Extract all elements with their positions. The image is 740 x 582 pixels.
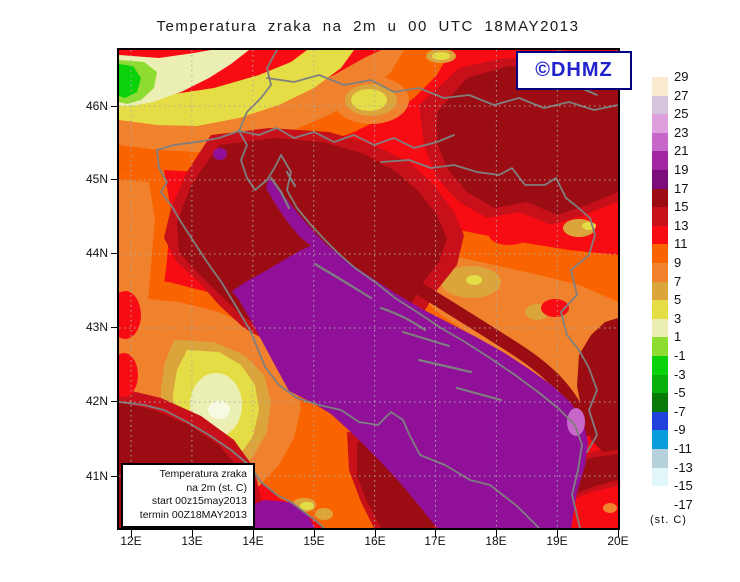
legend-color-swatch [652, 188, 668, 208]
lat-label: 41N [85, 469, 108, 483]
legend-tick-label: 11 [674, 236, 688, 252]
legend-tick-label: 3 [674, 310, 682, 326]
lon-label: 14E [242, 534, 264, 548]
lon-tick [314, 530, 315, 537]
legend-tick-label: -1 [674, 348, 686, 363]
lon-tick [496, 530, 497, 537]
legend-color-swatch [652, 300, 668, 319]
legend-color-swatch [652, 430, 668, 449]
lat-tick [111, 179, 118, 180]
lat-tick [111, 253, 118, 254]
legend-tick-label: -5 [674, 385, 686, 401]
lon-tick [375, 530, 376, 537]
lat-label: 42N [85, 394, 108, 408]
legend-color-swatch [652, 467, 668, 487]
lat-tick [111, 327, 118, 328]
dhmz-copyright-badge: ©DHMZ [516, 51, 632, 90]
lon-tick [131, 530, 132, 537]
info-line-start: start 00z15may2013 [151, 495, 247, 507]
legend-color-swatch [652, 393, 668, 412]
lon-label: 19E [546, 534, 568, 548]
lat-tick [111, 106, 118, 107]
lon-label: 16E [364, 534, 386, 548]
legend-tick-label: 21 [674, 143, 689, 159]
run-info-box: Temperatura zraka na 2m (st. C) start 00… [121, 463, 255, 528]
legend-tick-label: 1 [674, 329, 682, 345]
temperature-map [119, 50, 618, 528]
legend-tick-label: -13 [674, 459, 693, 475]
map-adriatic-purple [213, 148, 588, 528]
legend-tick-label: -15 [674, 478, 693, 494]
legend-color-swatch [652, 170, 668, 189]
legend-tick-label: 27 [674, 87, 689, 103]
lat-label: 45N [85, 172, 108, 186]
lon-label: 20E [607, 534, 629, 548]
lat-label: 46N [85, 99, 108, 113]
legend-color-swatch [652, 356, 668, 375]
legend-color-swatch [652, 77, 668, 96]
legend-color-swatch [652, 132, 668, 152]
legend-tick-label: 23 [674, 124, 689, 140]
legend-tick-label: -11 [674, 441, 692, 456]
legend-tick-label: 15 [674, 199, 689, 215]
lon-tick [557, 530, 558, 537]
legend-unit-label: (st. C) [650, 514, 687, 526]
info-line-level: na 2m (st. C) [186, 481, 247, 494]
legend-tick-label: -3 [674, 366, 686, 382]
legend-tick-label: 17 [674, 180, 689, 196]
legend-color-swatch [652, 207, 668, 226]
legend-tick-label: 5 [674, 292, 682, 308]
info-line-variable: Temperatura zraka [159, 468, 247, 480]
lon-label: 17E [424, 534, 446, 548]
page-title: Temperatura zraka na 2m u 00 UTC 18MAY20… [156, 18, 580, 35]
legend-color-swatch [652, 449, 668, 468]
legend-color-swatch [652, 337, 668, 356]
lon-label: 15E [303, 534, 325, 548]
lon-label: 12E [120, 534, 142, 548]
info-line-termin: termin 00Z18MAY2013 [139, 508, 247, 521]
legend-tick-label: -9 [674, 422, 686, 438]
lat-tick [111, 401, 118, 402]
map-corner-red [589, 494, 618, 528]
lon-label: 13E [181, 534, 203, 548]
legend-tick-label: 9 [674, 255, 682, 270]
lat-tick [111, 476, 118, 477]
legend-tick-label: 19 [674, 162, 689, 177]
map-green-alps [119, 60, 157, 104]
legend-tick-label: -7 [674, 403, 686, 419]
legend-color-swatch [652, 151, 668, 170]
legend-tick-label: 29 [674, 69, 689, 84]
lon-tick [618, 530, 619, 537]
legend-color-swatch [652, 411, 668, 431]
lat-label: 44N [85, 246, 108, 260]
legend-tick-label: 25 [674, 106, 689, 122]
legend-color-swatch [652, 225, 668, 245]
legend-tick-label: -17 [674, 496, 693, 512]
legend-color-swatch [652, 318, 668, 338]
legend-color-swatch [652, 244, 668, 263]
lon-tick [435, 530, 436, 537]
map-borders-coastlines [119, 50, 618, 528]
legend-color-swatch [652, 114, 668, 133]
lat-label: 43N [85, 320, 108, 334]
lon-label: 18E [485, 534, 507, 548]
legend-color-swatch [652, 374, 668, 394]
lon-tick [192, 530, 193, 537]
map-corner-orange-fleck [603, 503, 617, 513]
legend-color-swatch [652, 263, 668, 282]
legend-color-swatch [652, 486, 668, 505]
legend-color-swatch [652, 281, 668, 301]
dhmz-badge-label: ©DHMZ [535, 59, 613, 81]
legend-tick-label: 13 [674, 217, 689, 233]
legend-color-swatch [652, 95, 668, 115]
lon-tick [253, 530, 254, 537]
legend-tick-label: 7 [674, 273, 682, 289]
